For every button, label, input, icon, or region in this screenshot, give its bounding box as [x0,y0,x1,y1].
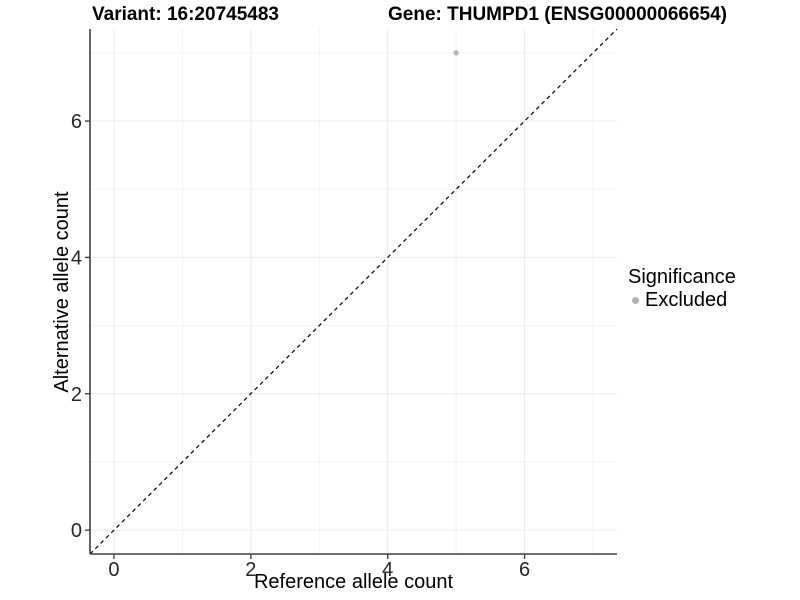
legend-item-excluded: Excluded [628,289,736,312]
y-tick-label: 6 [71,111,82,133]
plot-title-gene: Gene: THUMPD1 (ENSG00000066654) [388,4,727,25]
plot-title-variant: Variant: 16:20745483 [92,4,279,25]
y-tick-label: 4 [71,247,82,269]
x-tick-label: 6 [519,559,530,581]
data-point [453,50,459,56]
legend: Significance Excluded [628,266,736,312]
y-axis-label: Alternative allele count [51,191,73,393]
legend-marker-circle-icon [632,297,639,304]
x-tick-label: 0 [108,559,119,581]
legend-title: Significance [628,266,736,288]
identity-line [89,28,618,555]
x-tick-label: 2 [245,559,256,581]
y-tick-label: 2 [71,384,82,406]
y-tick-label: 0 [71,520,82,542]
x-axis-label: Reference allele count [253,571,453,593]
x-tick-label: 4 [382,559,393,581]
legend-item-label: Excluded [645,289,728,311]
